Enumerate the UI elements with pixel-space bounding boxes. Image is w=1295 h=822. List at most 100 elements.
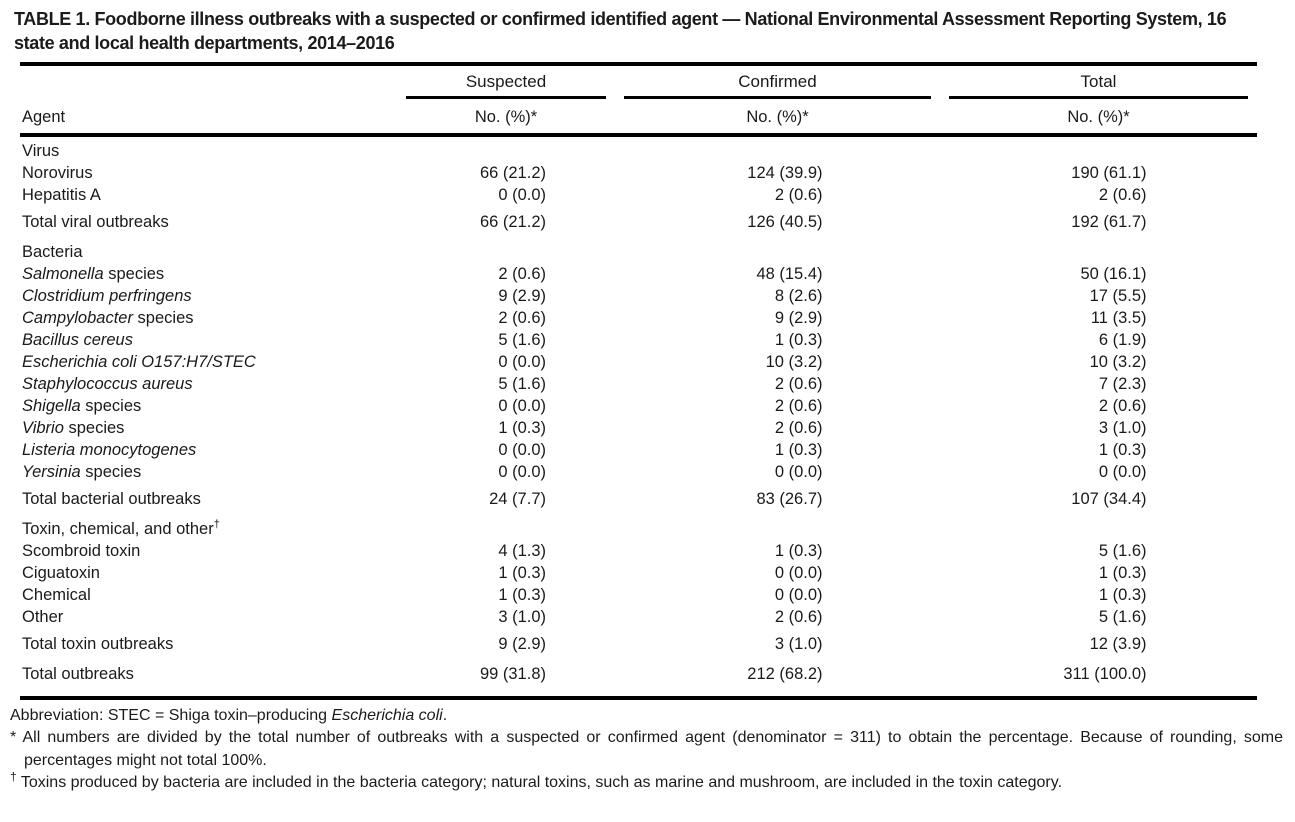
confirmed-cell: 1 (0.3) (615, 329, 940, 351)
confirmed-cell: 9 (2.9) (615, 307, 940, 329)
confirmed-cell: 8 (2.6) (615, 285, 940, 307)
table-title-line-2: state and local health departments, 2014… (14, 33, 395, 53)
confirmed-subheader: No. (%)* (746, 108, 809, 126)
suspected-cell: 66 (21.2) (397, 162, 615, 184)
confirmed-cell: 1 (0.3) (615, 540, 940, 562)
suspected-value: 0 (0.0) (498, 441, 546, 459)
column-group-row: Suspected Confirmed Total (20, 66, 1257, 99)
footnote-asterisk-text: All numbers are divided by the total num… (16, 729, 1283, 769)
agent-cell: Yersinia species (22, 463, 142, 481)
suspected-value: 3 (1.0) (498, 608, 546, 626)
table-row: Staphylococcus aureus 5 (1.6) 2 (0.6) 7 (2.… (20, 373, 1257, 395)
total-value: 107 (34.4) (1071, 490, 1147, 508)
confirmed-cell: 10 (3.2) (615, 351, 940, 373)
suspected-value: 0 (0.0) (498, 186, 546, 204)
total-cell: 190 (61.1) (940, 162, 1257, 184)
suspected-value: 1 (0.3) (498, 586, 546, 604)
agent-cell: Total viral outbreaks (22, 213, 169, 231)
agent-cell: Hepatitis A (22, 186, 101, 204)
footnote-abbreviation-species: Escherichia coli (331, 707, 443, 724)
confirmed-value: 0 (0.0) (774, 564, 823, 582)
table-row: Other 3 (1.0) 2 (0.6) 5 (1.6) (20, 606, 1257, 628)
confirmed-cell: 0 (0.0) (615, 461, 940, 483)
total-value: 1 (0.3) (1098, 441, 1147, 459)
total-value: 2 (0.6) (1098, 397, 1147, 415)
total-value: 6 (1.9) (1098, 331, 1147, 349)
column-group-label: Suspected (406, 72, 606, 99)
agent-cell: Listeria monocytogenes (22, 441, 197, 459)
table-row: Vibrio species 1 (0.3) 2 (0.6) 3 (1.0) (20, 417, 1257, 439)
table-body: Virus Norovirus 66 (21.2) 124 (39.9) 190 (61… (20, 137, 1257, 700)
confirmed-value: 1 (0.3) (774, 542, 823, 560)
confirmed-cell: 2 (0.6) (615, 395, 940, 417)
confirmed-value: 0 (0.0) (774, 463, 823, 481)
agent-cell: Other (22, 608, 64, 626)
total-cell: 1 (0.3) (940, 584, 1257, 606)
agent-cell: Toxin, chemical, and other† (22, 518, 220, 538)
suspected-cell: 0 (0.0) (397, 184, 615, 206)
suspected-value: 66 (21.2) (479, 164, 546, 182)
suspected-cell: 0 (0.0) (397, 461, 615, 483)
total-cell: 311 (100.0) (940, 663, 1257, 685)
footnote-asterisk: * All numbers are divided by the total n… (10, 727, 1283, 772)
asterisk-marker: * (10, 729, 17, 747)
suspected-cell: 0 (0.0) (397, 351, 615, 373)
suspected-cell: 9 (2.9) (397, 285, 615, 307)
suspected-value: 24 (7.7) (489, 490, 546, 508)
total-value: 1 (0.3) (1098, 564, 1147, 582)
confirmed-cell: 0 (0.0) (615, 584, 940, 606)
confirmed-value: 9 (2.9) (774, 309, 823, 327)
suspected-cell (397, 518, 615, 540)
confirmed-cell: 2 (0.6) (615, 184, 940, 206)
agent-cell: Escherichia coli O157:H7/STEC (22, 353, 256, 371)
table-row: Ciguatoxin 1 (0.3) 0 (0.0) 1 (0.3) (20, 562, 1257, 584)
outbreaks-table: Suspected Confirmed Total Agent No. (%)*… (20, 62, 1257, 700)
footnote-abbreviation-prefix: Abbreviation: STEC = Shiga toxin–produci… (10, 707, 332, 724)
suspected-cell: 9 (2.9) (397, 633, 615, 655)
table-row: Virus (20, 140, 1257, 162)
suspected-value: 9 (2.9) (498, 635, 546, 653)
agent-cell: Ciguatoxin (22, 564, 100, 582)
agent-cell: Vibrio species (22, 419, 125, 437)
confirmed-cell: 0 (0.0) (615, 562, 940, 584)
confirmed-value: 2 (0.6) (774, 608, 823, 626)
sub-header-row: Agent No. (%)* No. (%)* No. (%)* (20, 99, 1257, 133)
agent-cell: Salmonella species (22, 265, 165, 283)
agent-cell: Norovirus (22, 164, 93, 182)
confirmed-value: 2 (0.6) (774, 397, 823, 415)
suspected-cell: 2 (0.6) (397, 307, 615, 329)
table-row: Norovirus 66 (21.2) 124 (39.9) 190 (61.1) (20, 162, 1257, 184)
agent-cell: Virus (22, 142, 60, 160)
table-row: Total outbreaks 99 (31.8) 212 (68.2) 311 (1… (20, 663, 1257, 685)
table-row: Scombroid toxin 4 (1.3) 1 (0.3) 5 (1.6) (20, 540, 1257, 562)
footnote-dagger: † Toxins produced by bacteria are includ… (10, 771, 1283, 794)
table-header: Suspected Confirmed Total Agent No. (%)*… (20, 66, 1257, 137)
table-row: Total toxin outbreaks 9 (2.9) 3 (1.0) 12 (3… (20, 633, 1257, 655)
total-value: 50 (16.1) (1080, 265, 1147, 283)
table-row: Campylobacter species 2 (0.6) 9 (2.9) 11 (3… (20, 307, 1257, 329)
confirmed-cell: 124 (39.9) (615, 162, 940, 184)
confirmed-value: 212 (68.2) (747, 665, 823, 683)
total-value: 5 (1.6) (1098, 608, 1147, 626)
confirmed-value: 8 (2.6) (774, 287, 823, 305)
confirmed-value: 2 (0.6) (774, 186, 823, 204)
confirmed-cell (615, 140, 940, 162)
suspected-cell (397, 140, 615, 162)
agent-cell: Bacillus cereus (22, 331, 133, 349)
suspected-value: 66 (21.2) (479, 213, 546, 231)
column-group-total: Total (940, 66, 1257, 99)
table-title-line-1: TABLE 1. Foodborne illness outbreaks wit… (14, 9, 1227, 29)
agent-cell: Total outbreaks (22, 665, 134, 683)
total-subheader: No. (%)* (1067, 108, 1130, 126)
table-row: Shigella species 0 (0.0) 2 (0.6) 2 (0.6) (20, 395, 1257, 417)
suspected-value: 2 (0.6) (498, 309, 546, 327)
confirmed-value: 0 (0.0) (774, 586, 823, 604)
suspected-cell: 66 (21.2) (397, 211, 615, 233)
total-value: 10 (3.2) (1089, 353, 1147, 371)
table-row: Clostridium perfringens 9 (2.9) 8 (2.6) 17 … (20, 285, 1257, 307)
column-group-suspected: Suspected (397, 66, 615, 99)
agent-cell: Total toxin outbreaks (22, 635, 174, 653)
confirmed-value: 10 (3.2) (765, 353, 823, 371)
total-cell: 50 (16.1) (940, 263, 1257, 285)
suspected-cell: 1 (0.3) (397, 417, 615, 439)
